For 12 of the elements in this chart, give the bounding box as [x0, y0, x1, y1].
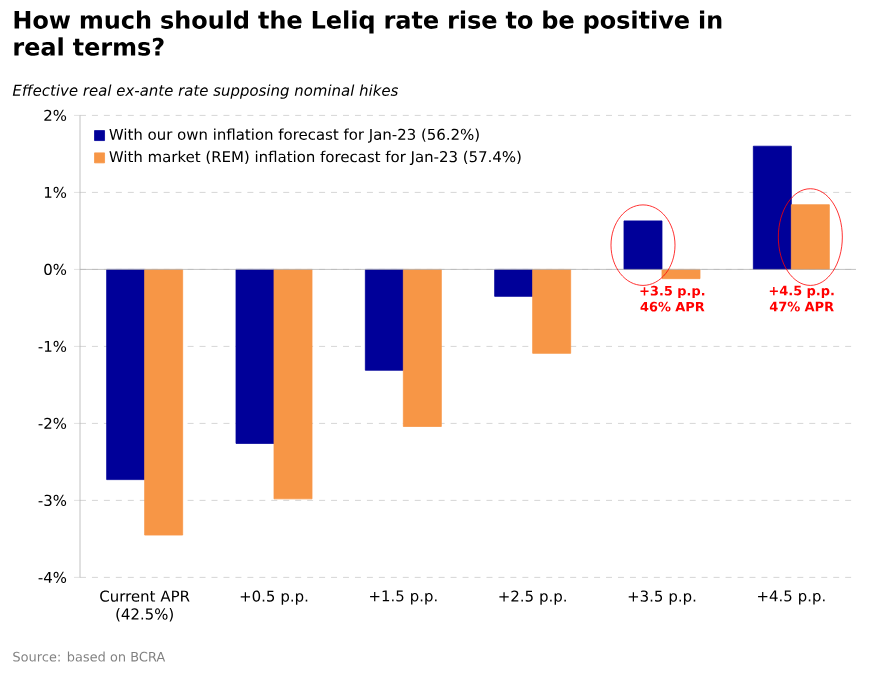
- bar: [623, 220, 663, 270]
- bar: [402, 269, 442, 427]
- bar: [364, 269, 404, 371]
- chart-title: How much should the Leliq rate rise to be positive in real terms?: [14, 10, 722, 56]
- bar: [532, 269, 572, 354]
- bar: [752, 145, 792, 270]
- bar: [273, 269, 313, 500]
- bar: [144, 269, 184, 536]
- bar: [790, 204, 830, 270]
- bar: [235, 269, 275, 444]
- bar: [494, 269, 534, 297]
- bar: [106, 269, 146, 481]
